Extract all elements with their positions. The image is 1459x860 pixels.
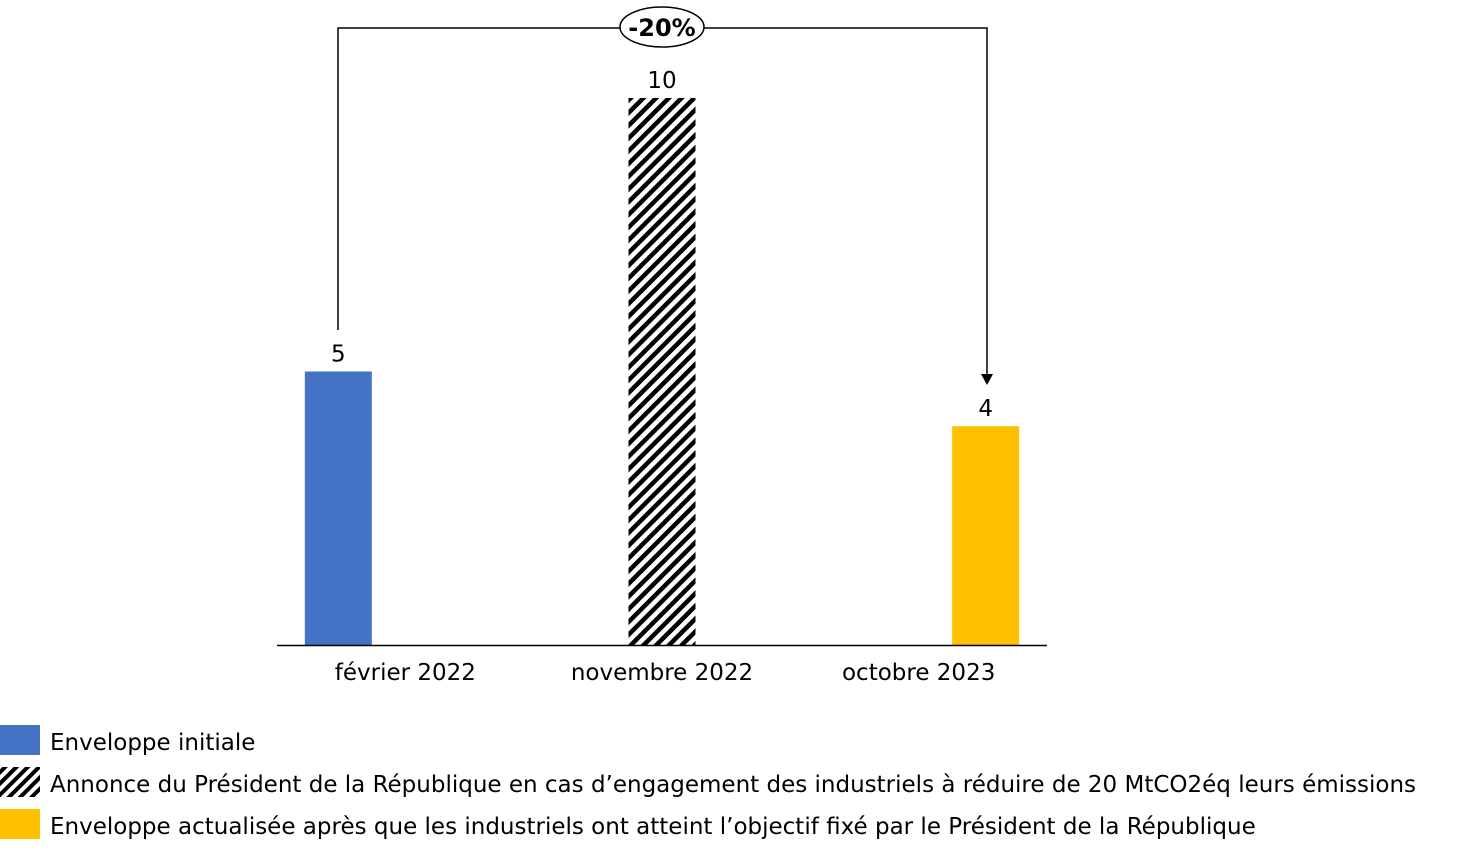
legend-label-2: Annonce du Président de la République en… bbox=[50, 772, 1416, 798]
annotation-text: -20% bbox=[628, 14, 695, 42]
data-label: 10 bbox=[647, 68, 676, 94]
data-label: 4 bbox=[978, 396, 993, 422]
x-tick-label: octobre 2023 bbox=[842, 660, 995, 686]
data-label: 5 bbox=[331, 342, 346, 368]
bar-2 bbox=[628, 98, 696, 645]
legend-swatch-3 bbox=[0, 809, 40, 839]
legend-swatch-2 bbox=[0, 767, 40, 797]
legend-swatch-1 bbox=[0, 725, 40, 755]
x-tick-label: novembre 2022 bbox=[571, 660, 753, 686]
legend-label-1: Enveloppe initiale bbox=[50, 730, 255, 756]
arrowhead-icon bbox=[981, 374, 993, 385]
x-tick-label: février 2022 bbox=[335, 660, 476, 686]
legend-label-3: Enveloppe actualisée après que les indus… bbox=[50, 814, 1256, 840]
bar-1 bbox=[304, 371, 372, 645]
annotation-ellipse bbox=[619, 6, 705, 48]
bar-3 bbox=[952, 426, 1020, 645]
